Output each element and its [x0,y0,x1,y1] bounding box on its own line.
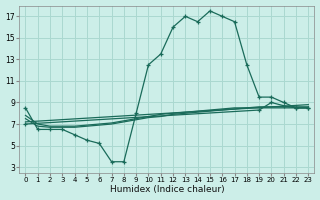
X-axis label: Humidex (Indice chaleur): Humidex (Indice chaleur) [109,185,224,194]
